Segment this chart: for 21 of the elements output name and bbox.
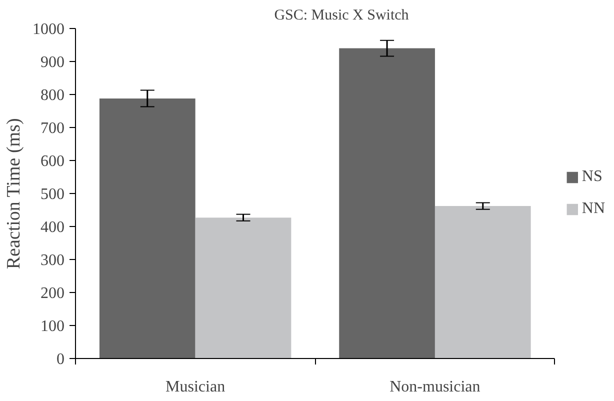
y-tick-label: 0: [56, 351, 64, 368]
bar: [99, 98, 196, 358]
y-tick-label: 200: [40, 285, 64, 302]
bar: [339, 48, 435, 358]
y-axis-title: Reaction Time (ms): [4, 118, 24, 270]
legend-label: NN: [582, 200, 605, 218]
y-tick-label: 700: [40, 120, 64, 137]
x-tick-label: Non-musician: [390, 378, 480, 396]
x-tick-label: Musician: [166, 378, 226, 396]
y-tick-label: 400: [40, 219, 64, 236]
bar: [434, 206, 531, 358]
y-tick-label: 900: [40, 54, 64, 71]
bar: [195, 218, 292, 358]
y-tick-label: 100: [40, 318, 64, 335]
legend-label: NS: [582, 168, 602, 186]
y-tick-label: 1000: [32, 21, 64, 38]
y-tick-label: 800: [40, 87, 64, 104]
y-tick-label: 500: [40, 186, 64, 203]
y-tick-label: 600: [40, 153, 64, 170]
y-tick-label: 300: [40, 252, 64, 269]
chart-title: GSC: Music X Switch: [274, 8, 410, 24]
